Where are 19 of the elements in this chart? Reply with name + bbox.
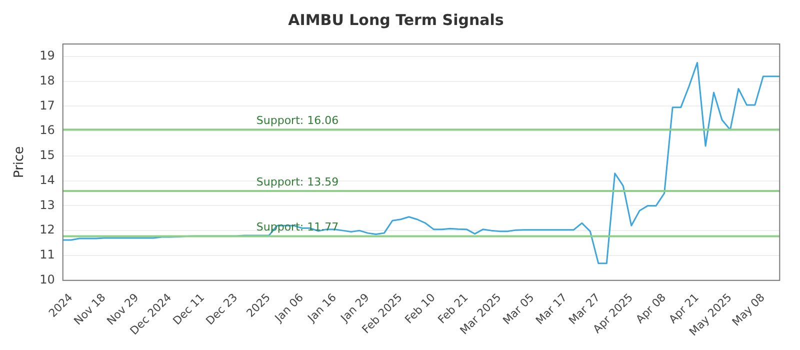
y-tick-label: 18 [40, 73, 55, 88]
x-tick-label: Apr 08 [633, 290, 668, 326]
x-tick-label: Jan 16 [304, 290, 339, 326]
y-tick-label: 16 [40, 123, 55, 138]
chart-title: AIMBU Long Term Signals [288, 10, 504, 29]
ref-line-label: Support: 16.06 [256, 114, 339, 127]
y-axis-title: Price [12, 146, 28, 178]
y-tick-label: 13 [40, 198, 55, 212]
x-tick-label: Dec 23 [203, 290, 240, 328]
y-tick-label: 17 [40, 98, 55, 112]
ref-line-label: Support: 13.59 [256, 175, 339, 188]
x-tick-label: Feb 10 [402, 290, 438, 326]
y-tick-label: 19 [40, 48, 55, 63]
y-tick-label: 10 [40, 272, 55, 286]
y-tick-label: 12 [40, 222, 55, 237]
y-tick-label: 14 [40, 172, 55, 187]
x-tick-label: Jan 06 [272, 290, 306, 326]
y-tick-label: 15 [40, 148, 55, 162]
y-tick-label: 11 [40, 248, 55, 262]
